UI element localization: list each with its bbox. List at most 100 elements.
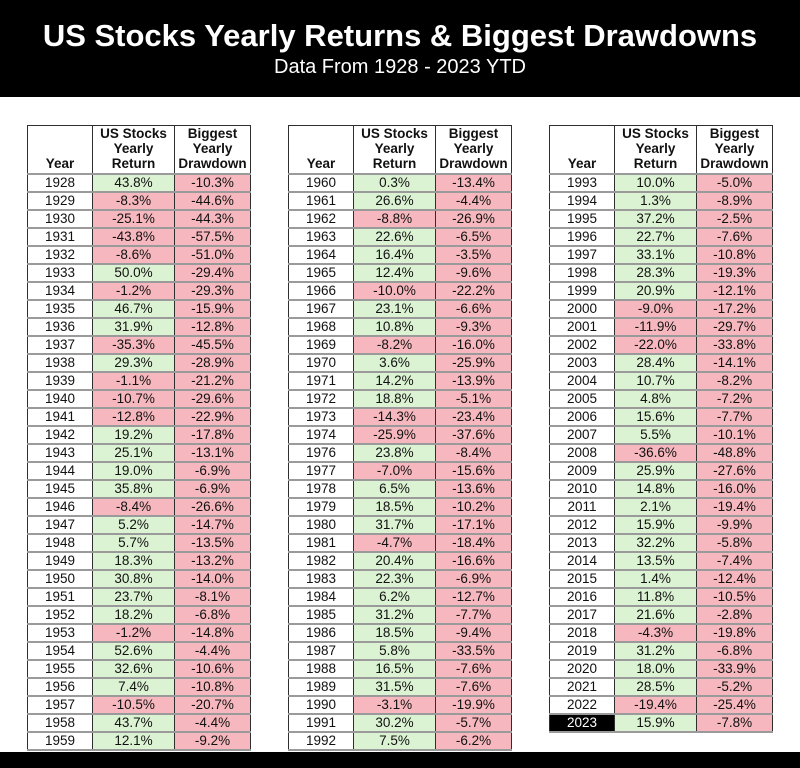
drawdown-cell: -20.7% (174, 695, 251, 715)
return-cell: -1.2% (92, 623, 175, 643)
drawdown-cell: -48.8% (696, 443, 773, 463)
return-cell: 18.3% (92, 551, 175, 571)
year-cell: 1997 (549, 245, 615, 265)
year-cell: 1988 (288, 659, 354, 679)
year-cell: 2021 (549, 677, 615, 697)
return-cell: 23.1% (353, 299, 436, 319)
drawdown-cell: -6.9% (174, 461, 251, 481)
year-cell: 1944 (27, 461, 93, 481)
return-cell: 20.4% (353, 551, 436, 571)
return-cell: 30.8% (92, 569, 175, 589)
drawdown-cell: -10.2% (435, 497, 512, 517)
year-cell: 1940 (27, 389, 93, 409)
year-cell: 1962 (288, 209, 354, 229)
return-cell: -7.0% (353, 461, 436, 481)
return-cell: 7.5% (353, 731, 436, 751)
year-cell: 1931 (27, 227, 93, 247)
return-cell: 43.7% (92, 713, 175, 733)
table-row: 1949 18.3% -13.2% (27, 551, 251, 571)
return-cell: -4.7% (353, 533, 436, 553)
table-row: 2013 32.2% -5.8% (549, 533, 773, 553)
return-cell: -25.9% (353, 425, 436, 445)
table-row: 1974 -25.9% -37.6% (288, 425, 512, 445)
table-row: 1950 30.8% -14.0% (27, 569, 251, 589)
drawdown-cell: -26.9% (435, 209, 512, 229)
drawdown-cell: -6.9% (174, 479, 251, 499)
year-cell: 1958 (27, 713, 93, 733)
year-cell: 2005 (549, 389, 615, 409)
return-cell: -35.3% (92, 335, 175, 355)
return-cell: 15.6% (614, 407, 697, 427)
table-row: 1989 31.5% -7.6% (288, 677, 512, 697)
drawdown-cell: -6.6% (435, 299, 512, 319)
drawdown-cell: -13.1% (174, 443, 251, 463)
year-cell: 1953 (27, 623, 93, 643)
table-row: 1971 14.2% -13.9% (288, 371, 512, 391)
return-cell: 16.5% (353, 659, 436, 679)
drawdown-cell: -26.6% (174, 497, 251, 517)
drawdown-cell: -10.8% (174, 677, 251, 697)
drawdown-cell: -10.5% (696, 587, 773, 607)
table-row: 1970 3.6% -25.9% (288, 353, 512, 373)
year-cell: 1987 (288, 641, 354, 661)
drawdown-cell: -10.6% (174, 659, 251, 679)
drawdown-cell: -2.5% (696, 209, 773, 229)
return-cell: 37.2% (614, 209, 697, 229)
return-cell: 2.1% (614, 497, 697, 517)
table-row: 1998 28.3% -19.3% (549, 263, 773, 283)
table-row: 1981 -4.7% -18.4% (288, 533, 512, 553)
table-row: 2019 31.2% -6.8% (549, 641, 773, 661)
return-cell: -10.0% (353, 281, 436, 301)
drawdown-cell: -10.1% (696, 425, 773, 445)
table-row: 1965 12.4% -9.6% (288, 263, 512, 283)
table-row: 1937 -35.3% -45.5% (27, 335, 251, 355)
table-row: 1929 -8.3% -44.6% (27, 191, 251, 211)
table-row: 2010 14.8% -16.0% (549, 479, 773, 499)
return-cell: 43.8% (92, 173, 175, 193)
return-cell: 35.8% (92, 479, 175, 499)
drawdown-cell: -9.2% (174, 731, 251, 751)
year-cell: 1950 (27, 569, 93, 589)
drawdown-cell: -5.7% (435, 713, 512, 733)
year-cell: 1967 (288, 299, 354, 319)
drawdown-cell: -17.1% (435, 515, 512, 535)
return-cell: -1.2% (92, 281, 175, 301)
year-cell: 1969 (288, 335, 354, 355)
table-row: 1978 6.5% -13.6% (288, 479, 512, 499)
year-cell: 1972 (288, 389, 354, 409)
year-cell: 2006 (549, 407, 615, 427)
year-cell: 1945 (27, 479, 93, 499)
table-row: 1984 6.2% -12.7% (288, 587, 512, 607)
year-cell: 1937 (27, 335, 93, 355)
year-cell: 2009 (549, 461, 615, 481)
year-cell: 1971 (288, 371, 354, 391)
year-cell: 1986 (288, 623, 354, 643)
drawdown-cell: -5.2% (696, 677, 773, 697)
return-cell: 29.3% (92, 353, 175, 373)
year-cell: 1980 (288, 515, 354, 535)
return-cell: 21.6% (614, 605, 697, 625)
return-cell: 10.8% (353, 317, 436, 337)
table-row: 1990 -3.1% -19.9% (288, 695, 512, 715)
return-cell: -8.3% (92, 191, 175, 211)
return-cell: 31.9% (92, 317, 175, 337)
table-row: 1963 22.6% -6.5% (288, 227, 512, 247)
drawdown-cell: -25.9% (435, 353, 512, 373)
drawdown-cell: -16.0% (435, 335, 512, 355)
return-cell: 33.1% (614, 245, 697, 265)
table-row: 1993 10.0% -5.0% (549, 173, 773, 193)
return-cell: -8.6% (92, 245, 175, 265)
year-cell: 2004 (549, 371, 615, 391)
year-cell: 1970 (288, 353, 354, 373)
return-cell: 5.2% (92, 515, 175, 535)
drawdown-cell: -17.8% (174, 425, 251, 445)
table-row: 1928 43.8% -10.3% (27, 173, 251, 193)
year-cell: 1936 (27, 317, 93, 337)
year-cell: 2018 (549, 623, 615, 643)
return-cell: 32.6% (92, 659, 175, 679)
drawdown-cell: -33.8% (696, 335, 773, 355)
return-cell: 16.4% (353, 245, 436, 265)
year-cell: 1979 (288, 497, 354, 517)
table-row: 1947 5.2% -14.7% (27, 515, 251, 535)
year-cell: 1941 (27, 407, 93, 427)
